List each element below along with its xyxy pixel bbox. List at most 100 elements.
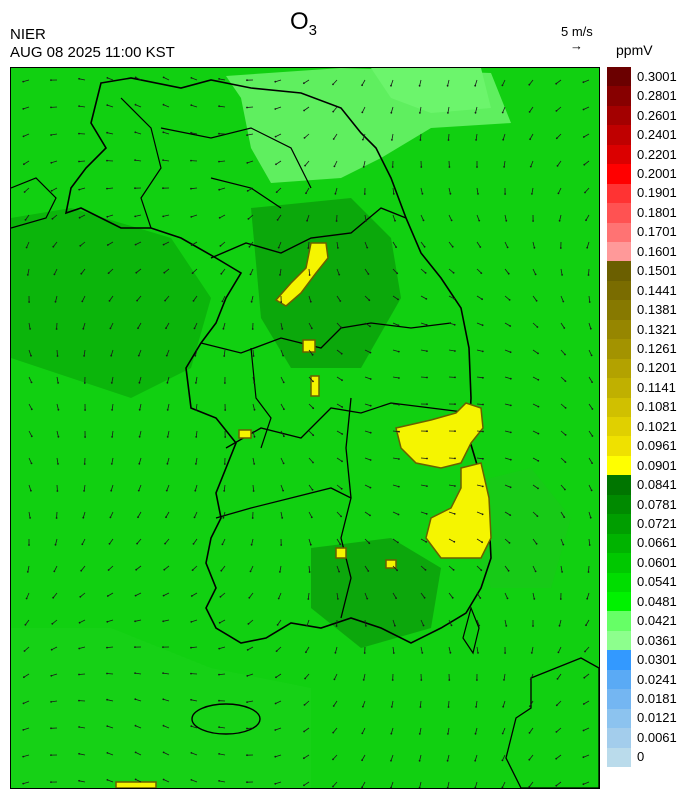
legend-label: 0.1081 bbox=[637, 399, 677, 415]
wind-arrow-head bbox=[50, 674, 53, 677]
wind-arrow-icon bbox=[447, 79, 450, 86]
wind-arrow-head bbox=[193, 327, 196, 330]
wind-arrow-icon bbox=[275, 700, 282, 704]
wind-arrow-head bbox=[332, 705, 335, 707]
wind-arrow-icon bbox=[476, 430, 484, 432]
wind-arrow-head bbox=[397, 485, 400, 488]
wind-arrow-icon bbox=[191, 592, 198, 597]
wind-arrow-head bbox=[306, 624, 308, 627]
wind-reference-label: 5 m/s bbox=[561, 24, 593, 39]
wind-arrow-icon bbox=[80, 268, 86, 274]
wind-arrow-head bbox=[426, 485, 428, 487]
wind-arrow-icon bbox=[110, 511, 114, 518]
wind-arrow-icon bbox=[277, 214, 282, 221]
wind-arrow-head bbox=[448, 166, 451, 168]
wind-arrow-head bbox=[246, 190, 249, 192]
wind-arrow-head bbox=[588, 301, 591, 303]
wind-arrow-head bbox=[424, 272, 427, 274]
wind-arrow-head bbox=[447, 733, 449, 735]
wind-arrow-head bbox=[192, 300, 195, 302]
wind-arrow-head bbox=[585, 624, 587, 627]
wind-arrow-head bbox=[30, 435, 33, 438]
wind-arrow-head bbox=[562, 543, 565, 546]
jeju-island bbox=[191, 703, 261, 735]
wind-arrow-icon bbox=[560, 349, 566, 355]
wind-arrow-icon bbox=[303, 781, 310, 786]
wind-arrow-head bbox=[106, 779, 109, 781]
wind-arrow-icon bbox=[308, 538, 312, 545]
wind-arrow-icon bbox=[390, 781, 394, 788]
wind-arrow-icon bbox=[163, 241, 170, 245]
wind-arrow-head bbox=[166, 409, 169, 411]
wind-arrow-icon bbox=[586, 592, 590, 599]
wind-arrow-icon bbox=[55, 295, 58, 302]
wind-arrow-head bbox=[246, 134, 249, 136]
wind-arrow-icon bbox=[419, 781, 422, 788]
wind-arrow-head bbox=[134, 187, 136, 190]
wind-arrow-head bbox=[110, 382, 113, 384]
wind-arrow-head bbox=[536, 515, 539, 517]
wind-arrow-icon bbox=[448, 538, 455, 543]
wind-arrow-head bbox=[305, 192, 307, 195]
wind-arrow-head bbox=[481, 324, 484, 327]
wind-arrow-head bbox=[194, 489, 197, 492]
legend-label: 0.0901 bbox=[637, 457, 677, 473]
wind-arrow-icon bbox=[419, 754, 422, 761]
wind-arrow-icon bbox=[252, 430, 255, 437]
wind-arrow-head bbox=[450, 219, 453, 222]
wind-arrow-head bbox=[246, 727, 248, 730]
wind-arrow-icon bbox=[55, 538, 58, 545]
legend-swatch bbox=[607, 261, 631, 282]
wind-arrow-head bbox=[396, 569, 398, 572]
wind-arrow-head bbox=[166, 436, 169, 438]
wind-arrow-head bbox=[218, 726, 221, 728]
wind-arrow-icon bbox=[392, 511, 399, 515]
wind-arrow-icon bbox=[474, 754, 478, 761]
wind-arrow-icon bbox=[332, 79, 338, 85]
wind-arrow-head bbox=[426, 403, 428, 405]
wind-arrow-icon bbox=[135, 672, 142, 675]
wind-arrow-icon bbox=[361, 754, 366, 761]
wind-arrow-icon bbox=[78, 673, 86, 675]
wind-arrow-head bbox=[310, 327, 313, 330]
wind-arrow-head bbox=[332, 138, 335, 140]
legend-swatch bbox=[607, 67, 631, 87]
high-ozone-region bbox=[425, 462, 492, 559]
wind-arrow-icon bbox=[392, 268, 398, 274]
wind-arrow-icon bbox=[588, 322, 592, 329]
wind-vector-field bbox=[22, 76, 594, 788]
wind-arrow-icon bbox=[308, 457, 314, 463]
wind-arrow-head bbox=[335, 220, 338, 222]
wind-arrow-head bbox=[22, 135, 25, 138]
wind-arrow-head bbox=[449, 651, 452, 654]
wind-arrow-head bbox=[582, 108, 585, 111]
wind-arrow-icon bbox=[109, 538, 114, 545]
wind-arrow-head bbox=[23, 650, 26, 652]
wind-arrow-icon bbox=[392, 295, 399, 300]
legend-swatch bbox=[607, 417, 631, 437]
wind-arrow-icon bbox=[364, 268, 369, 275]
wind-arrow-head bbox=[481, 350, 484, 353]
wind-arrow-head bbox=[447, 706, 450, 708]
wind-arrow-icon bbox=[504, 214, 507, 221]
wind-arrow-head bbox=[561, 274, 563, 276]
wind-arrow-icon bbox=[167, 376, 170, 383]
wind-arrow-icon bbox=[252, 457, 255, 464]
wind-arrow-head bbox=[303, 730, 305, 733]
legend-swatch bbox=[607, 533, 631, 554]
wind-arrow-icon bbox=[588, 268, 590, 276]
wind-arrow-icon bbox=[220, 268, 226, 275]
wind-arrow-icon bbox=[532, 484, 539, 489]
wind-arrow-icon bbox=[392, 214, 396, 221]
wind-arrow-head bbox=[333, 165, 336, 168]
wind-arrow-icon bbox=[361, 79, 366, 86]
wind-arrow-head bbox=[535, 542, 538, 545]
wind-arrow-head bbox=[251, 517, 254, 519]
wind-arrow-icon bbox=[364, 295, 370, 301]
wind-arrow-icon bbox=[306, 214, 310, 221]
wind-arrow-icon bbox=[588, 538, 591, 546]
wind-arrow-head bbox=[28, 544, 30, 546]
wind-arrow-head bbox=[22, 702, 25, 705]
wind-arrow-head bbox=[190, 159, 192, 162]
wind-arrow-head bbox=[224, 436, 227, 438]
